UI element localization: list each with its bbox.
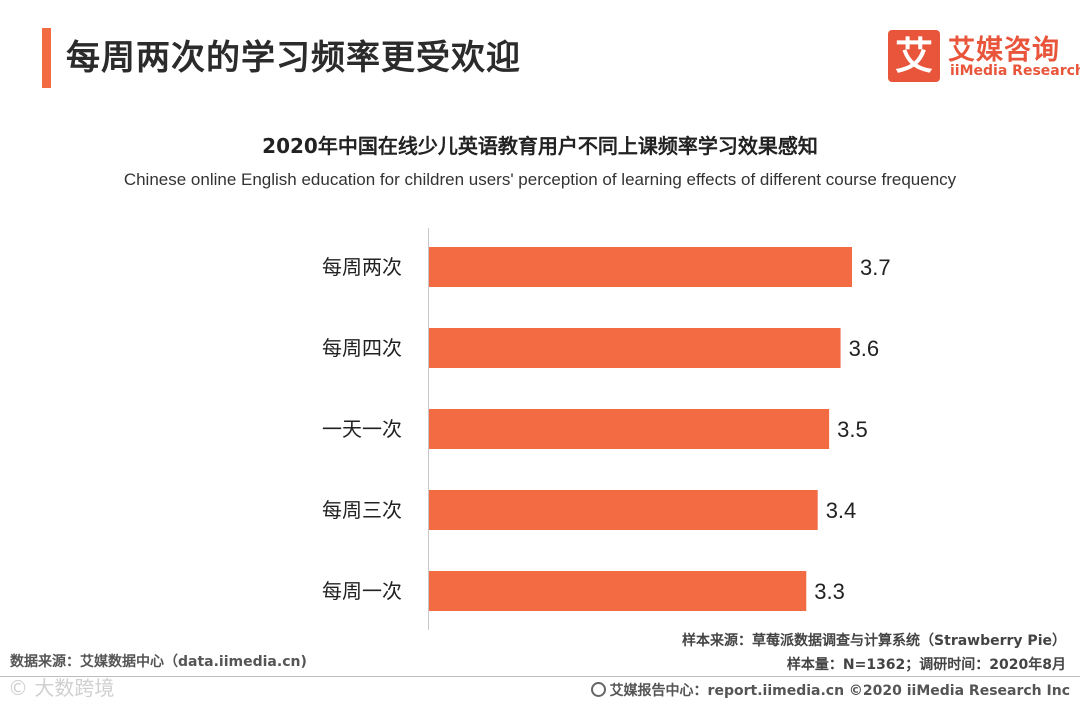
category-label-3: 一天一次	[322, 417, 402, 441]
headline-accent-bar	[42, 28, 51, 88]
logo-mark-icon: 艾	[888, 30, 940, 82]
bar-4	[429, 490, 818, 530]
value-label-1: 3.7	[860, 255, 891, 280]
bar-2	[429, 328, 841, 368]
logo-en-text: iiMedia Research	[950, 63, 1080, 79]
sample-source: 样本来源：草莓派数据调查与计算系统（Strawberry Pie）	[682, 633, 1066, 649]
chart-subtitle: Chinese online English education for chi…	[123, 170, 957, 189]
category-label-5: 每周一次	[322, 579, 402, 603]
logo-cn-text: 艾媒咨询	[948, 35, 1060, 66]
value-label-3: 3.5	[837, 417, 868, 442]
bar-3	[429, 409, 830, 449]
value-label-4: 3.4	[826, 498, 857, 523]
watermark: © 大数跨境	[8, 676, 115, 700]
value-label-5: 3.3	[814, 579, 845, 604]
iimedia-logo[interactable]: 艾 艾媒咨询 iiMedia Research	[888, 28, 1080, 84]
category-label-4: 每周三次	[322, 498, 402, 522]
globe-icon	[590, 682, 606, 697]
category-label-2: 每周四次	[322, 336, 402, 360]
sample-size: 样本量：N=1362；调研时间：2020年8月	[786, 657, 1066, 673]
footer-divider	[0, 676, 1080, 677]
chart-title: 2020年中国在线少儿英语教育用户不同上课频率学习效果感知	[262, 134, 818, 158]
bar-5	[429, 571, 807, 611]
bar-1	[429, 247, 852, 287]
data-source: 数据来源：艾媒数据中心（data.iimedia.cn)	[10, 654, 307, 670]
value-label-2: 3.6	[849, 336, 880, 361]
page-headline: 每周两次的学习频率更受欢迎	[66, 38, 521, 78]
footer-copyright: 艾媒报告中心：report.iimedia.cn ©2020 iiMedia R…	[590, 680, 1070, 700]
copyright-text: 艾媒报告中心：report.iimedia.cn ©2020 iiMedia R…	[609, 683, 1070, 699]
category-label-1: 每周两次	[322, 255, 402, 279]
